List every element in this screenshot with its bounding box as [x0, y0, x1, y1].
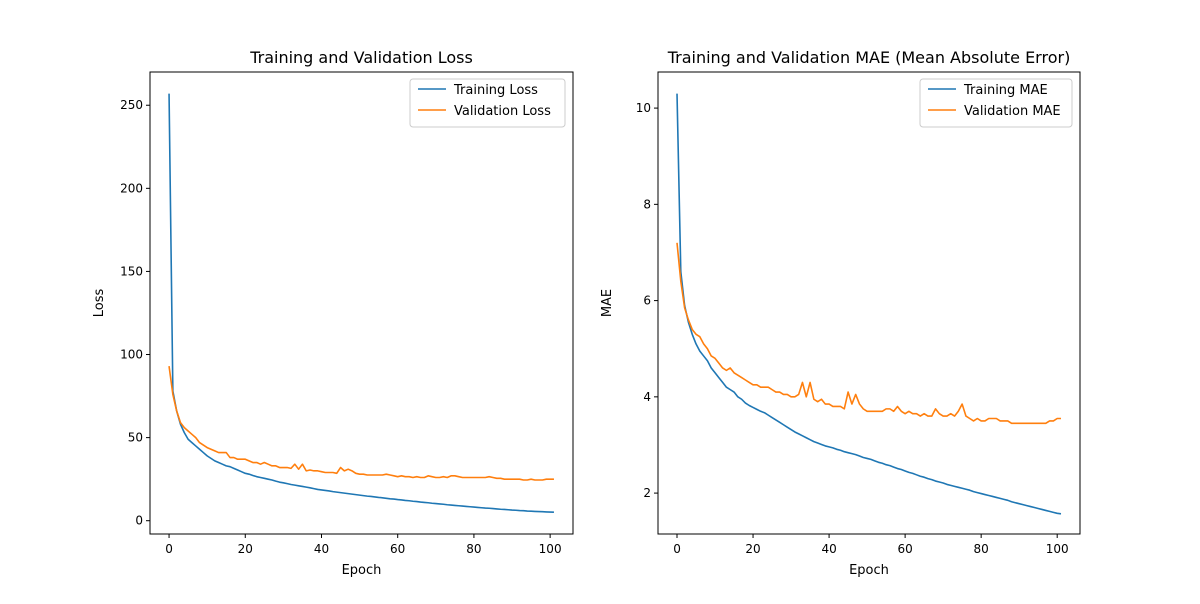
- series-line-0: [676, 93, 1062, 515]
- legend-entry: Validation Loss: [454, 104, 551, 119]
- x-tick-label: 40: [314, 542, 329, 556]
- x-tick-label: 100: [539, 542, 562, 556]
- series-line-1: [676, 242, 1061, 425]
- x-tick-label: 80: [974, 542, 989, 556]
- x-axis-label: Epoch: [849, 563, 889, 578]
- y-tick-label: 150: [120, 264, 143, 278]
- legend-box: [409, 78, 566, 128]
- y-tick-label: 4: [643, 390, 651, 404]
- y-tick-label: 50: [128, 431, 143, 445]
- x-tick-label: 60: [897, 542, 912, 556]
- y-axis-label: MAE: [600, 289, 615, 317]
- x-tick-label: 0: [673, 542, 681, 556]
- legend-box: [919, 78, 1073, 128]
- x-tick-label: 40: [821, 542, 836, 556]
- y-tick-label: 250: [120, 98, 143, 112]
- x-tick-label: 20: [745, 542, 760, 556]
- x-tick-label: 20: [238, 542, 253, 556]
- chart-title: Training and Validation MAE (Mean Absolu…: [667, 48, 1071, 67]
- series-line-0: [168, 93, 554, 514]
- y-tick-label: 2: [643, 486, 651, 500]
- y-tick-label: 100: [120, 348, 143, 362]
- y-tick-label: 8: [643, 197, 651, 211]
- y-tick-label: 0: [135, 514, 143, 528]
- legend-entry: Training Loss: [453, 83, 538, 98]
- x-tick-label: 0: [165, 542, 173, 556]
- x-tick-label: 80: [466, 542, 481, 556]
- chart-panel-0: Training and Validation Loss 0 20 40 60 80 100…: [92, 48, 574, 578]
- legend: Training Loss Validation Loss: [409, 78, 566, 128]
- plot-area-frame: [657, 71, 1081, 535]
- y-tick-label: 6: [643, 294, 651, 308]
- y-tick-label: 200: [120, 181, 143, 195]
- plot-area-frame: [149, 71, 574, 535]
- x-tick-label: 60: [390, 542, 405, 556]
- legend: Training MAE Validation MAE: [919, 78, 1073, 128]
- x-axis-label: Epoch: [342, 563, 382, 578]
- series-line-1: [168, 366, 554, 481]
- chart-panel-1: Training and Validation MAE (Mean Absolu…: [600, 48, 1081, 578]
- chart-title: Training and Validation Loss: [249, 48, 473, 67]
- x-tick-label: 100: [1046, 542, 1069, 556]
- y-tick-label: 10: [636, 101, 651, 115]
- y-axis-label: Loss: [92, 289, 107, 318]
- legend-entry: Training MAE: [963, 83, 1048, 98]
- legend-entry: Validation MAE: [964, 104, 1061, 119]
